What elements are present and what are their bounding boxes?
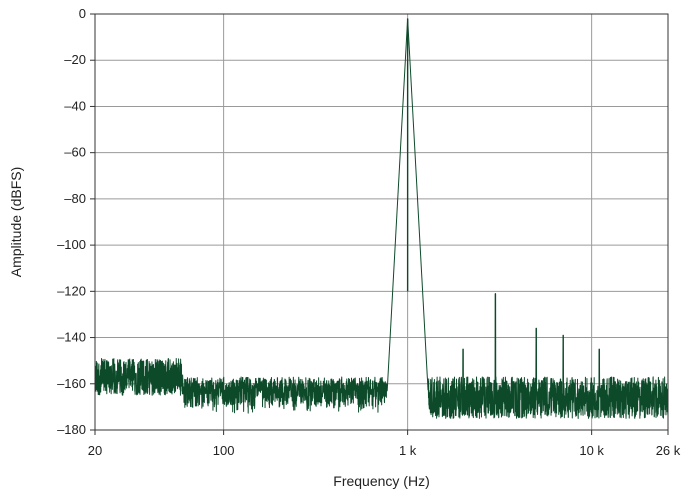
x-axis-title: Frequency (Hz) xyxy=(333,473,429,489)
y-tick-label: –100 xyxy=(57,237,86,252)
y-tick-label: –120 xyxy=(57,283,86,298)
y-tick-label: –140 xyxy=(57,330,86,345)
x-tick-label: 10 k xyxy=(579,443,604,458)
x-tick-label: 26 k xyxy=(656,443,681,458)
grid-layer xyxy=(95,14,668,430)
y-axis-title: Amplitude (dBFS) xyxy=(8,167,24,277)
x-tick-label: 1 k xyxy=(399,443,417,458)
y-tick-label: –60 xyxy=(64,145,86,160)
y-tick-label: –80 xyxy=(64,191,86,206)
x-tick-label: 100 xyxy=(213,443,235,458)
y-tick-label: –180 xyxy=(57,422,86,437)
x-tick-label: 20 xyxy=(88,443,102,458)
plot-frame xyxy=(94,13,669,431)
y-tick-label: 0 xyxy=(79,6,86,21)
y-tick-label: –160 xyxy=(57,376,86,391)
y-tick-label: –20 xyxy=(64,52,86,67)
y-tick-label: –40 xyxy=(64,98,86,113)
series-layer xyxy=(94,18,669,419)
spectrum-line xyxy=(94,18,669,419)
